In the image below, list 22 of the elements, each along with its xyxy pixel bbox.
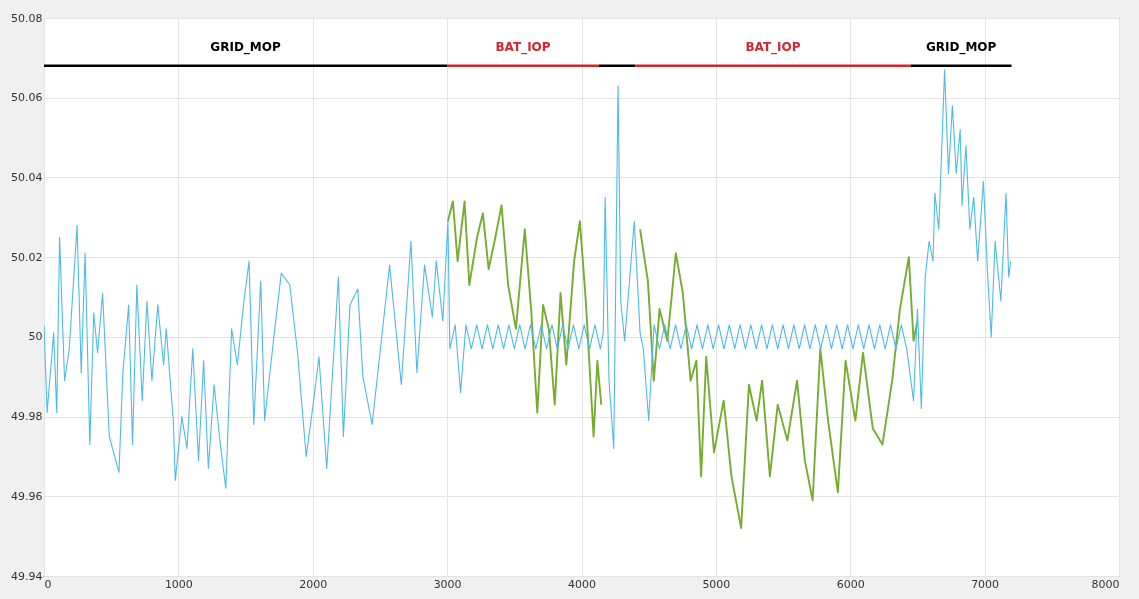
series-label: BAT_IOP — [495, 39, 551, 55]
y-tick-label: 50 — [28, 330, 43, 344]
series-label: GRID_MOP — [925, 39, 997, 55]
y-tick-label: 50.08 — [11, 11, 43, 25]
x-tick-label: 5000 — [702, 577, 731, 591]
y-tick-label: 50.02 — [11, 250, 43, 264]
y-tick-label: 49.96 — [11, 489, 43, 503]
series-label: BAT_IOP — [745, 39, 801, 55]
x-tick-label: 6000 — [836, 577, 865, 591]
y-tick-label: 50.06 — [11, 91, 43, 105]
x-tick-label: 3000 — [433, 577, 462, 591]
x-tick-label: 2000 — [299, 577, 328, 591]
y-tick-label: 49.98 — [11, 410, 43, 424]
series-label: GRID_MOP — [210, 39, 281, 55]
x-tick-label: 4000 — [568, 577, 596, 591]
line-series — [44, 69, 1012, 489]
x-tick-label: 7000 — [971, 577, 1000, 591]
x-tick-label: 1000 — [164, 577, 193, 591]
y-tick-label: 49.94 — [11, 569, 43, 583]
x-tick-label: 8000 — [1091, 577, 1120, 591]
x-tick-label: 0 — [44, 577, 52, 591]
y-tick-label: 50.04 — [11, 170, 43, 184]
